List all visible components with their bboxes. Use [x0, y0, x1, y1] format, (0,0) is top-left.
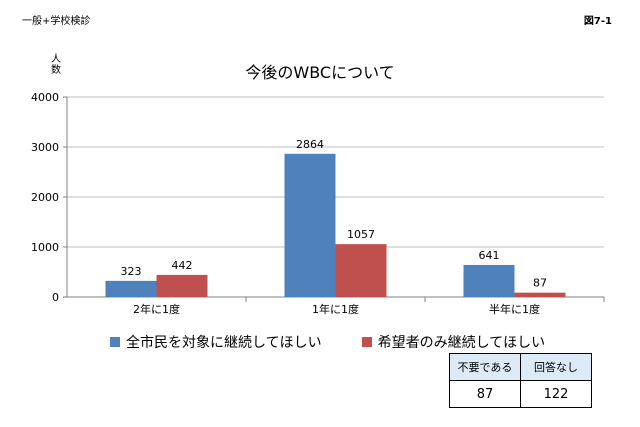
legend-label-series-2: 希望者のみ継続してほしい [377, 335, 546, 351]
bar [156, 274, 208, 297]
y-tick-label: 3000 [31, 141, 59, 154]
bar-value-label: 323 [121, 265, 142, 278]
bar-chart: 今後のWBCについて 人数 0 1000 2000 3000 4000 2年に1度 323 442… [31, 53, 605, 316]
x-tick-label: 1年に1度 [312, 302, 359, 316]
legend-label-series-1: 全市民を対象に継続してほしい [126, 335, 322, 351]
y-tick-label: 0 [52, 291, 59, 304]
bar-value-label: 641 [479, 249, 500, 262]
y-tick-label: 1000 [31, 241, 59, 254]
bar-value-label: 2864 [296, 138, 324, 151]
y-axis-label-char: 数 [51, 63, 61, 76]
chart-title: 今後のWBCについて [245, 63, 394, 82]
bar [105, 280, 157, 297]
y-axis-label-char: 人 [51, 53, 61, 65]
bar [284, 153, 336, 297]
bar [335, 244, 387, 297]
y-tick-label: 2000 [31, 191, 59, 204]
legend-swatch-series-1 [110, 337, 120, 347]
legend-item-series-2: 希望者のみ継続してほしい [361, 332, 546, 352]
summary-header-no-answer: 回答なし [520, 353, 592, 381]
y-tick-label: 4000 [31, 91, 59, 104]
bar [514, 292, 566, 297]
summary-value-no-answer: 122 [520, 380, 592, 408]
header-left-label: 一般+学校検診 [22, 16, 91, 27]
legend-item-series-1: 全市民を対象に継続してほしい [110, 332, 322, 352]
chart-legend: 全市民を対象に継続してほしい 希望者のみ継続してほしい [110, 332, 545, 352]
bar-value-label: 87 [533, 277, 547, 290]
x-tick-label: 2年に1度 [133, 302, 180, 316]
bar-value-label: 442 [172, 259, 193, 272]
figure-number: 図7-1 [583, 16, 612, 27]
summary-header-unnecessary: 不要である [449, 353, 521, 381]
legend-swatch-series-2 [361, 337, 372, 347]
x-tick-label: 半年に1度 [489, 302, 540, 316]
summary-value-unnecessary: 87 [449, 380, 521, 408]
bar-value-label: 1057 [347, 228, 375, 241]
bar [463, 264, 515, 297]
summary-table: 不要である 回答なし 87 122 [449, 353, 592, 408]
